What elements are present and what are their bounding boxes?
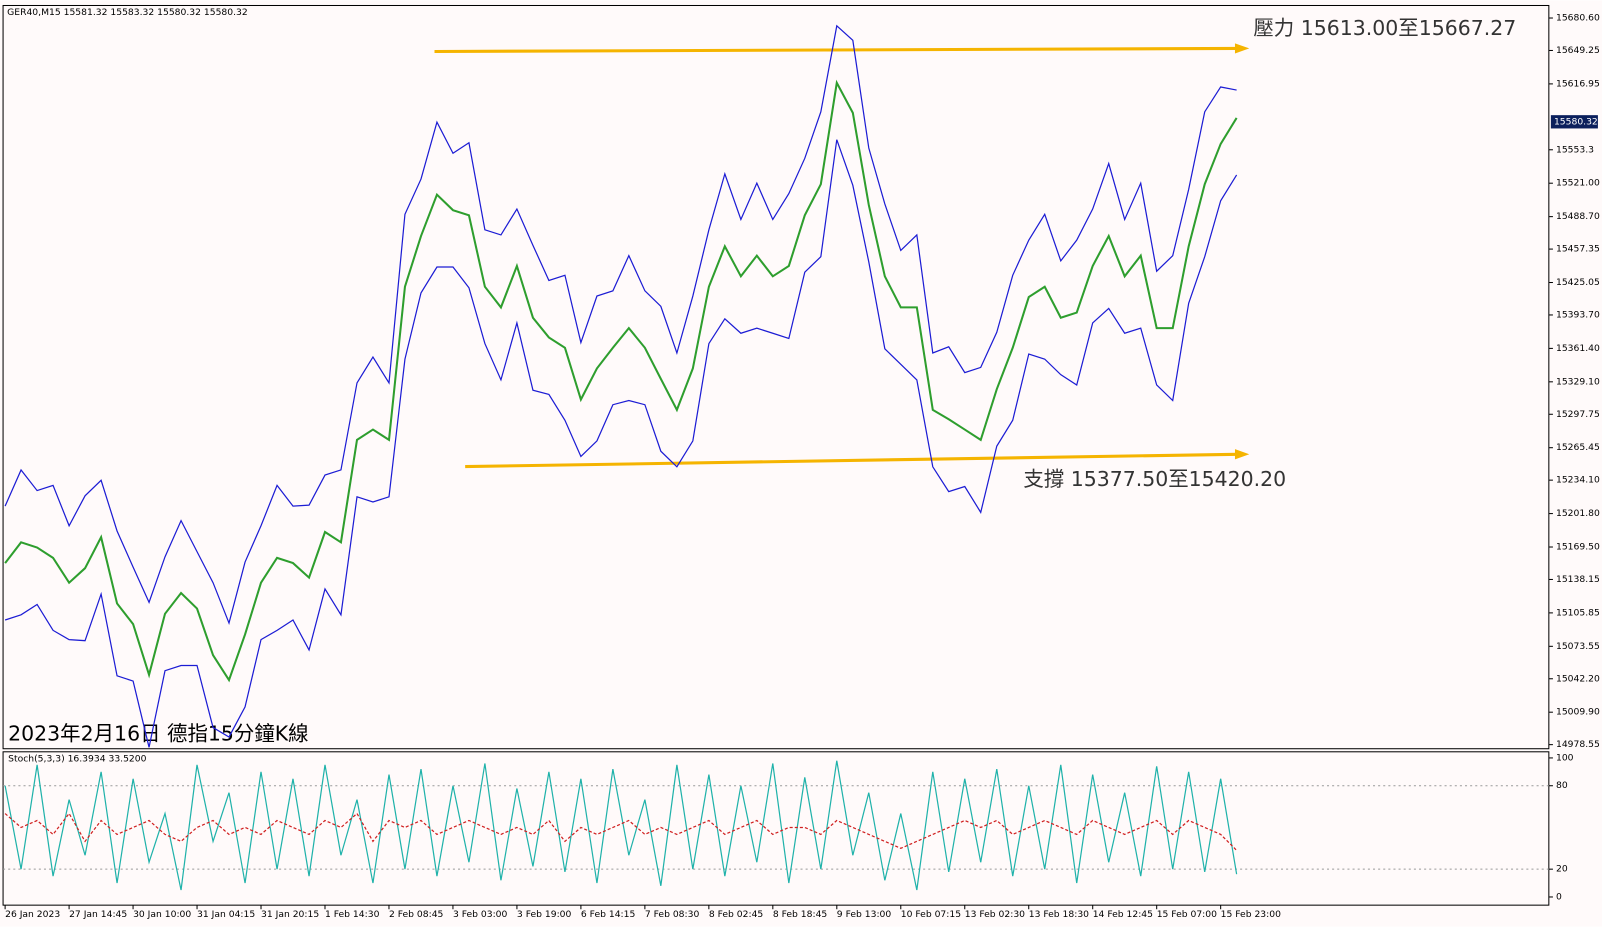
series-line [4, 79, 1238, 683]
header: GER40,M15 15581.32 15583.32 15580.32 155… [7, 7, 248, 18]
x-tick-label: 27 Jan 14:45 [69, 909, 127, 920]
y-tick-label: 15169.50 [1556, 542, 1600, 553]
x-tick-label: 3 Feb 19:00 [517, 909, 572, 920]
last-price-box [1550, 115, 1598, 129]
y-tick-label: 15265.45 [1556, 442, 1600, 453]
x-tick-label: 15 Feb 23:00 [1221, 909, 1281, 920]
y-tick-label: 15297.75 [1556, 409, 1600, 420]
y-tick-label: 15425.05 [1556, 277, 1600, 288]
series-line [4, 760, 1238, 891]
x-tick-label: 26 Jan 2023 [5, 909, 60, 920]
y-tick-label: 15201.80 [1556, 508, 1600, 519]
x-tick-label: 2 Feb 08:45 [389, 909, 444, 920]
x-tick-label: 15 Feb 07:00 [1157, 909, 1217, 920]
y-tick-label: 14978.55 [1556, 739, 1600, 750]
y-tick-label: 15488.70 [1556, 211, 1600, 222]
x-tick-label: 6 Feb 14:15 [581, 909, 636, 920]
y-tick-label: 15009.90 [1556, 707, 1600, 718]
x-tick-label: 13 Feb 02:30 [965, 909, 1025, 920]
x-tick-label: 1 Feb 14:30 [325, 909, 380, 920]
support-label: 支撐 15377.50至15420.20 [1023, 467, 1286, 491]
y-tick-label: 15553.3 [1556, 144, 1594, 155]
last-price-label: 15580.32 [1554, 116, 1598, 127]
y-tick-label: 15616.95 [1556, 78, 1600, 89]
x-tick-label: 10 Feb 07:15 [901, 909, 961, 920]
x-tick-label: 8 Feb 02:45 [709, 909, 764, 920]
y-tick-label: 15680.60 [1556, 13, 1600, 24]
y-tick-label: 15138.15 [1556, 574, 1600, 585]
oscillator-panel [2, 751, 1550, 906]
series-line [4, 139, 1238, 748]
resistance-label: 壓力 15613.00至15667.27 [1253, 16, 1516, 40]
y-tick-label: 15393.70 [1556, 309, 1600, 320]
y-tick-label: 15105.85 [1556, 607, 1600, 618]
series-line [4, 24, 1237, 626]
y-tick-label: 0 [1556, 891, 1562, 902]
x-tick-label: 14 Feb 12:45 [1093, 909, 1153, 920]
x-tick-label: 13 Feb 18:30 [1029, 909, 1089, 920]
y-tick-label: 15042.20 [1556, 673, 1600, 684]
resistance-line [434, 43, 1250, 54]
x-tick-label: 31 Jan 04:15 [197, 909, 255, 920]
x-tick-label: 3 Feb 03:00 [453, 909, 508, 920]
chart-title: 2023年2月16日 德指15分鐘K線 [8, 721, 308, 745]
y-tick-label: 15521.00 [1556, 178, 1600, 189]
y-tick-label: 80 [1556, 780, 1568, 791]
x-tick-label: 8 Feb 18:45 [773, 909, 828, 920]
y-tick-label: 100 [1556, 752, 1574, 763]
oscillator-title: Stoch(5,3,3) 16.3934 33.5200 [8, 753, 146, 764]
y-tick-label: 20 [1556, 864, 1568, 875]
y-tick-label: 15457.35 [1556, 244, 1600, 255]
y-tick-label: 15073.55 [1556, 641, 1600, 652]
main-panel [2, 4, 1550, 750]
y-tick-label: 15361.40 [1556, 343, 1600, 354]
x-tick-label: 30 Jan 10:00 [133, 909, 191, 920]
y-tick-label: 15329.10 [1556, 376, 1600, 387]
y-tick-label: 15234.10 [1556, 475, 1600, 486]
support-line [465, 449, 1250, 469]
x-tick-label: 9 Feb 13:00 [837, 909, 892, 920]
x-tick-label: 31 Jan 20:15 [261, 909, 319, 920]
y-tick-label: 15649.25 [1556, 45, 1600, 56]
x-tick-label: 7 Feb 08:30 [645, 909, 700, 920]
